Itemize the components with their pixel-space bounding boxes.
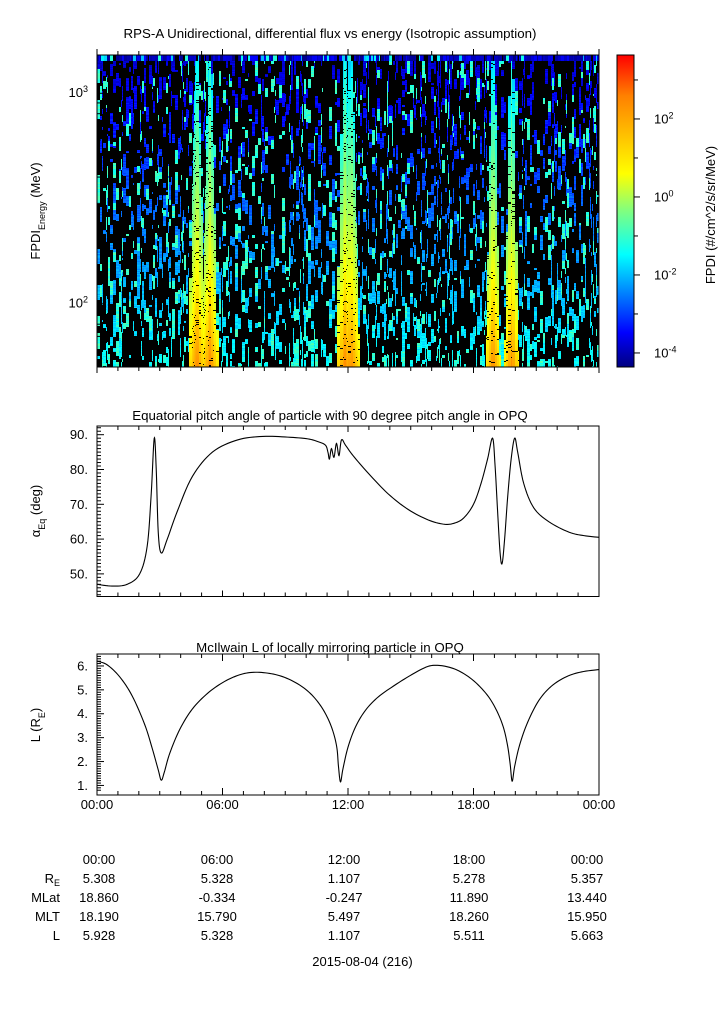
svg-text:18:00: 18:00 (457, 797, 490, 812)
svg-text:10-2: 10-2 (654, 266, 676, 282)
svg-text:FPDI (#/cm^2/s/sr/MeV): FPDI (#/cm^2/s/sr/MeV) (703, 146, 718, 284)
svg-text:5.: 5. (77, 682, 88, 697)
svg-text:50.: 50. (70, 566, 88, 581)
svg-text:00:00: 00:00 (583, 797, 616, 812)
svg-text:80.: 80. (70, 462, 88, 477)
svg-text:102: 102 (654, 110, 673, 126)
svg-text:2.: 2. (77, 754, 88, 769)
svg-text:06:00: 06:00 (206, 797, 239, 812)
svg-text:4.: 4. (77, 706, 88, 721)
svg-text:FPDIEnergy (MeV): FPDIEnergy (MeV) (28, 162, 47, 259)
svg-text:102: 102 (69, 295, 88, 311)
svg-text:αEq (deg): αEq (deg) (28, 485, 47, 538)
svg-text:3.: 3. (77, 730, 88, 745)
svg-text:1.: 1. (77, 778, 88, 793)
svg-text:90.: 90. (70, 427, 88, 442)
svg-text:100: 100 (654, 188, 673, 204)
svg-text:00:00: 00:00 (81, 797, 114, 812)
svg-text:12:00: 12:00 (332, 797, 365, 812)
svg-text:6.: 6. (77, 658, 88, 673)
svg-text:10-4: 10-4 (654, 344, 676, 360)
svg-text:60.: 60. (70, 532, 88, 547)
svg-text:103: 103 (69, 84, 88, 100)
svg-text:L (RE): L (RE) (28, 708, 47, 742)
svg-text:70.: 70. (70, 497, 88, 512)
